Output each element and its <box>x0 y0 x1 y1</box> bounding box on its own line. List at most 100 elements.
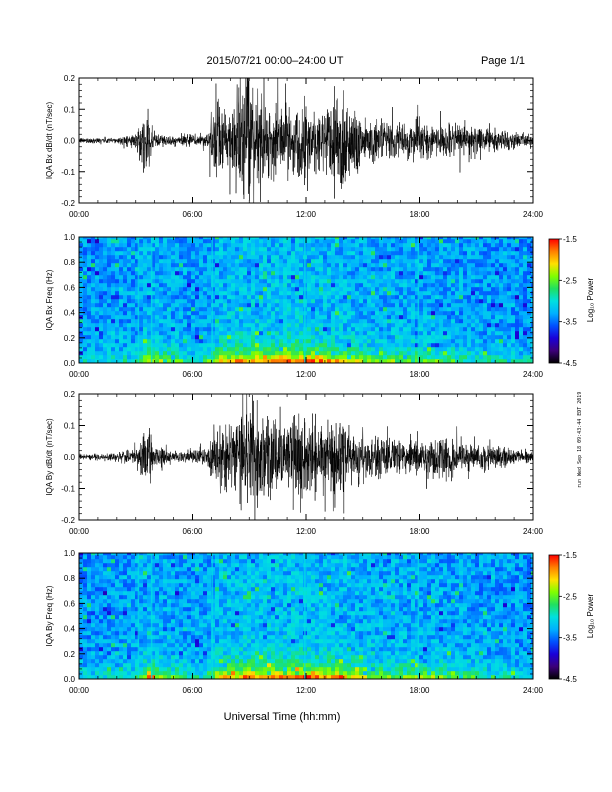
spectrogram-cell <box>207 295 212 300</box>
spectrogram-cell <box>359 311 364 316</box>
spectrogram-cell <box>267 275 272 280</box>
spectrogram-cell <box>443 315 448 320</box>
spectrogram-cell <box>187 247 192 252</box>
spectrogram-cell <box>187 303 192 308</box>
spectrogram-cell <box>247 259 252 264</box>
spectrogram-cell <box>419 343 424 348</box>
spectrogram-cell <box>83 563 88 568</box>
spectrogram-cell <box>91 663 96 668</box>
spectrogram-cell <box>479 319 484 324</box>
spectral-line <box>304 237 306 363</box>
spectrogram-cell <box>191 671 196 676</box>
spectrogram-cell <box>91 591 96 596</box>
spectrogram-cell <box>119 619 124 624</box>
spectrogram-cell <box>119 237 124 240</box>
spectrogram-cell <box>171 295 176 300</box>
spectrogram-cell <box>111 587 116 592</box>
spectrogram-cell <box>83 575 88 580</box>
spectrogram-cell <box>519 243 524 248</box>
spectrogram-cell <box>179 335 184 340</box>
spectrogram-cell <box>151 299 156 304</box>
spectrogram-cell <box>191 271 196 276</box>
spectrogram-cell <box>131 275 136 280</box>
spectrogram-cell <box>119 323 124 328</box>
spectrogram-cell <box>335 327 340 332</box>
run-timestamp: run Wed Sep 18 09:43:44 EDT 2019 <box>577 392 583 488</box>
spectrogram-cell <box>87 627 92 632</box>
spectrogram-cell <box>103 651 108 656</box>
spectrogram-cell <box>391 335 396 340</box>
spectrogram-cell <box>419 347 424 352</box>
spectrogram-cell <box>179 299 184 304</box>
spectrogram-cell <box>151 563 156 568</box>
spectrogram-cell <box>159 323 164 328</box>
spectrogram-cell <box>343 263 348 268</box>
spectrogram-cell <box>195 639 200 644</box>
spectrogram-cell <box>127 239 132 244</box>
spectrogram-cell <box>327 283 332 288</box>
spectrogram-cell <box>111 271 116 276</box>
spectrogram-cell <box>515 303 520 308</box>
spectrogram-cell <box>163 255 168 260</box>
spectrogram-cell <box>111 579 116 584</box>
spectrogram-cell <box>139 663 144 668</box>
spectrogram-cell <box>271 335 276 340</box>
spectrogram-cell <box>203 343 208 348</box>
spectrogram-cell <box>379 267 384 272</box>
spectrogram-cell <box>115 295 120 300</box>
spectrogram-cell <box>155 599 160 604</box>
spectrogram-cell <box>135 599 140 604</box>
spectrogram-cell <box>435 331 440 336</box>
spectrogram-cell <box>111 575 116 580</box>
spectrogram-cell <box>351 315 356 320</box>
spectrogram-cell <box>523 247 528 252</box>
spectrogram-cell <box>107 607 112 612</box>
spectrogram-cell <box>399 299 404 304</box>
spectrogram-cell <box>327 263 332 268</box>
spectrogram-cell <box>275 247 280 252</box>
spectrogram-cell <box>115 327 120 332</box>
spectrogram-cell <box>123 319 128 324</box>
spectrogram-cell <box>179 343 184 348</box>
spectrogram-cell <box>123 563 128 568</box>
spectrogram-cell <box>199 279 204 284</box>
spectrogram-cell <box>327 327 332 332</box>
spectrogram-cell <box>119 319 124 324</box>
spectrogram-cell <box>163 587 168 592</box>
spectrogram-cell <box>131 263 136 268</box>
spectrogram-cell <box>507 237 512 240</box>
spectrogram-cell <box>427 283 432 288</box>
spectrogram-cell <box>399 243 404 248</box>
spectrogram-cell <box>523 243 528 248</box>
spectrogram-cell <box>107 271 112 276</box>
spectrogram-cell <box>387 271 392 276</box>
spectrogram-cell <box>315 291 320 296</box>
spectrogram-cell <box>403 327 408 332</box>
spectrogram-cell <box>139 575 144 580</box>
spectrogram-cell <box>175 243 180 248</box>
spectrogram-cell <box>119 351 124 356</box>
spectrogram-cell <box>167 347 172 352</box>
spectrogram-cell <box>119 295 124 300</box>
spectrogram-cell <box>383 237 388 240</box>
spectrogram-cell <box>311 263 316 268</box>
spectrogram-cell <box>335 339 340 344</box>
spectrogram-cell <box>167 643 172 648</box>
x-tick-label: 18:00 <box>409 527 430 536</box>
spectrogram-cell <box>315 287 320 292</box>
spectrogram-cell <box>259 267 264 272</box>
spectrogram-cell <box>219 267 224 272</box>
spectrogram-cell <box>151 659 156 664</box>
spectrogram-cell <box>419 339 424 344</box>
spectrogram-cell <box>331 319 336 324</box>
spectrogram-cell <box>339 275 344 280</box>
spectrogram-cell <box>83 271 88 276</box>
spectrogram-cell <box>183 251 188 256</box>
spectrogram-cell <box>171 243 176 248</box>
spectrogram-cell <box>271 331 276 336</box>
spectrogram-cell <box>471 343 476 348</box>
spectrogram-cell <box>183 623 188 628</box>
spectrogram-cell <box>151 359 156 363</box>
spectrogram-cell <box>239 283 244 288</box>
